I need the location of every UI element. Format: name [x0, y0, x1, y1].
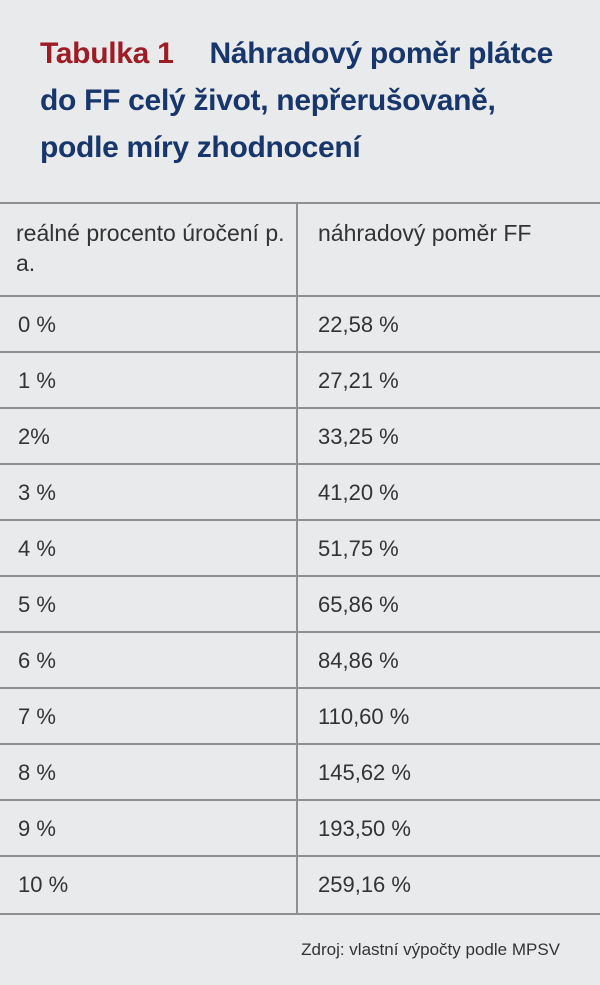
- column-header-replacement-ratio: náhradový poměr FF: [318, 220, 532, 246]
- replacement-ratio-cell: 259,16 %: [318, 872, 411, 897]
- interest-rate-cell: 7 %: [0, 689, 298, 743]
- replacement-ratio-cell: 33,25 %: [318, 424, 399, 449]
- interest-rate-cell: 0 %: [0, 297, 298, 351]
- table-row: 8 % 145,62 %: [0, 745, 600, 801]
- table-title-text: Náhradový poměr plátce do FF celý život,…: [40, 37, 553, 164]
- replacement-ratio-cell: 41,20 %: [318, 480, 399, 505]
- source-note: Zdroj: vlastní výpočty podle MPSV: [301, 940, 560, 959]
- table-row: 10 % 259,16 %: [0, 857, 600, 915]
- interest-rate-cell: 3 %: [0, 465, 298, 519]
- replacement-ratio-cell: 110,60 %: [318, 704, 410, 729]
- interest-rate-cell: 10 %: [0, 857, 298, 913]
- table-row: 3 % 41,20 %: [0, 465, 600, 521]
- column-header-interest-rate: reálné procento úročení p. a.: [0, 204, 298, 295]
- interest-rate-cell: 5 %: [0, 577, 298, 631]
- interest-rate-cell: 8 %: [0, 745, 298, 799]
- replacement-ratio-cell: 27,21 %: [318, 368, 399, 393]
- interest-rate-cell: 9 %: [0, 801, 298, 855]
- table-row: 4 % 51,75 %: [0, 521, 600, 577]
- replacement-ratio-cell: 22,58 %: [318, 312, 399, 337]
- table-row: 7 % 110,60 %: [0, 689, 600, 745]
- table-row: 9 % 193,50 %: [0, 801, 600, 857]
- interest-rate-cell: 6 %: [0, 633, 298, 687]
- interest-rate-cell: 1 %: [0, 353, 298, 407]
- table-row: 5 % 65,86 %: [0, 577, 600, 633]
- table-row: 2% 33,25 %: [0, 409, 600, 465]
- interest-rate-cell: 2%: [0, 409, 298, 463]
- replacement-ratio-cell: 51,75 %: [318, 536, 399, 561]
- table-title: Tabulka 1 Náhradový poměr plátce do FF ce…: [40, 30, 580, 171]
- replacement-ratio-cell: 84,86 %: [318, 648, 399, 673]
- table-header-row: reálné procento úročení p. a. náhradový …: [0, 204, 600, 297]
- replacement-ratio-cell: 145,62 %: [318, 760, 411, 785]
- table-number-label: Tabulka 1: [40, 37, 174, 70]
- table-row: 1 % 27,21 %: [0, 353, 600, 409]
- table-row: 6 % 84,86 %: [0, 633, 600, 689]
- replacement-ratio-cell: 65,86 %: [318, 592, 399, 617]
- replacement-ratio-cell: 193,50 %: [318, 816, 411, 841]
- table-row: 0 % 22,58 %: [0, 297, 600, 353]
- interest-rate-cell: 4 %: [0, 521, 298, 575]
- data-table: reálné procento úročení p. a. náhradový …: [0, 202, 600, 915]
